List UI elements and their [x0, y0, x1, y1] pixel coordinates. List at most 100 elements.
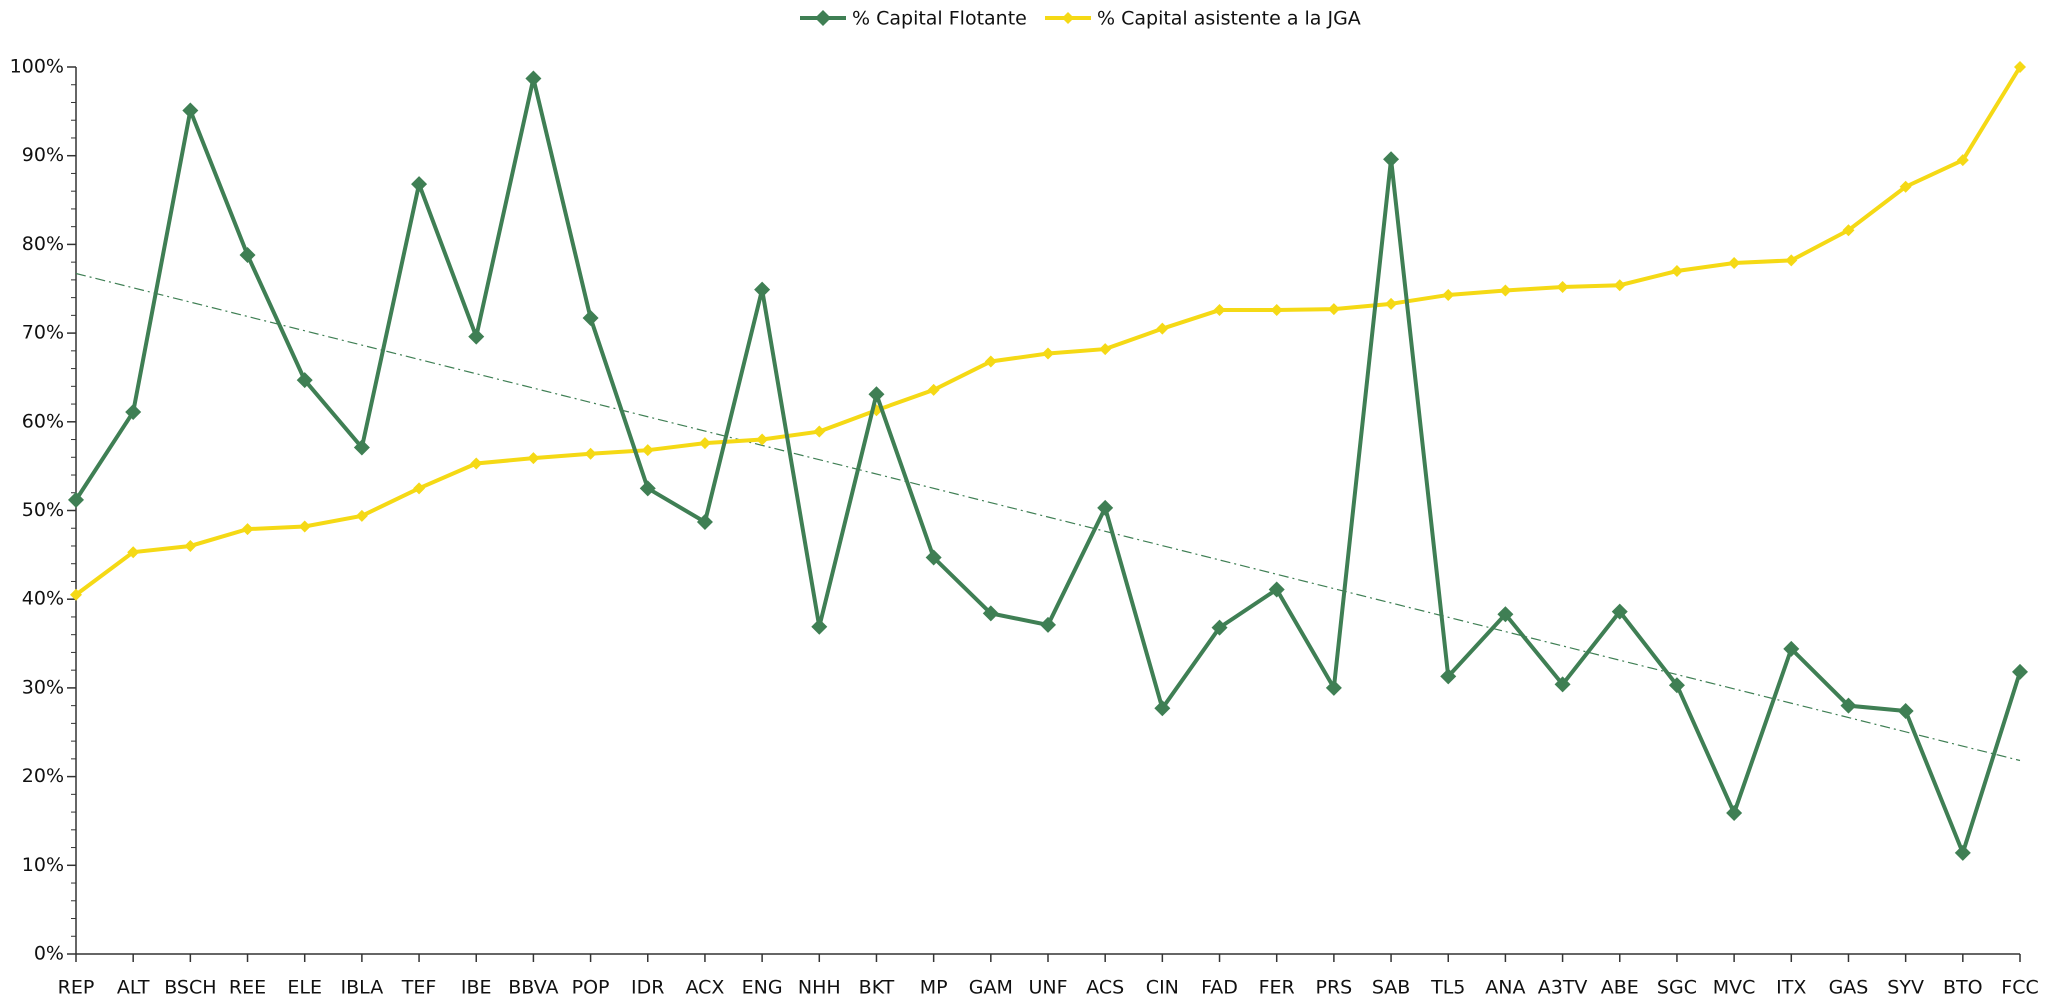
y-tick-label: 50% — [22, 499, 64, 521]
x-tick-label: BTO — [1943, 977, 1983, 997]
point — [1442, 288, 1455, 301]
point — [696, 514, 713, 531]
x-tick-label: SAB — [1372, 977, 1410, 997]
point — [984, 355, 997, 368]
point — [527, 452, 540, 465]
point — [868, 386, 885, 403]
y-tick-label: 100% — [10, 56, 64, 78]
point — [813, 425, 826, 438]
point — [1897, 702, 1914, 719]
legend-marker — [815, 10, 831, 26]
x-tick-label: BKT — [859, 977, 895, 997]
point — [1899, 180, 1912, 193]
point — [756, 433, 769, 446]
point — [1325, 679, 1342, 696]
x-tick-label: REP — [58, 977, 95, 997]
point — [470, 457, 483, 470]
point — [1497, 606, 1514, 623]
x-tick-label: IBE — [461, 977, 492, 997]
x-tick-label: IDR — [631, 977, 664, 997]
x-tick-label: ITX — [1776, 977, 1806, 997]
point — [1040, 616, 1056, 633]
x-tick-label: GAM — [969, 977, 1013, 997]
x-tick-label: GAS — [1829, 977, 1869, 997]
x-tick-label: BSCH — [164, 977, 216, 997]
y-tick-label: 0% — [34, 943, 64, 965]
point — [1440, 668, 1457, 685]
point — [525, 70, 542, 87]
point — [582, 310, 599, 327]
point — [1327, 303, 1340, 316]
x-tick-label: ELE — [287, 977, 322, 997]
point — [641, 444, 654, 457]
point — [1956, 154, 1969, 167]
point — [1211, 619, 1228, 636]
point — [1383, 151, 1400, 168]
point — [1097, 499, 1114, 516]
y-tick-label: 90% — [22, 144, 64, 166]
x-tick-label: SGC — [1657, 977, 1697, 997]
point — [1726, 804, 1743, 821]
x-tick-label: ALT — [117, 977, 150, 997]
point — [1042, 347, 1054, 360]
point — [1670, 265, 1683, 278]
point — [754, 281, 771, 298]
point — [811, 618, 828, 635]
point — [1785, 254, 1798, 267]
point — [1556, 280, 1569, 293]
x-tick-label: MVC — [1713, 977, 1756, 997]
x-tick-label: POP — [572, 977, 610, 997]
point — [1840, 697, 1857, 714]
point — [411, 176, 428, 193]
x-tick-label: PRS — [1316, 977, 1353, 997]
point — [1554, 676, 1571, 693]
point — [353, 439, 370, 456]
point — [698, 437, 711, 450]
x-tick-label: NHH — [798, 977, 841, 997]
point — [296, 372, 313, 389]
point — [1728, 257, 1741, 270]
point — [1842, 224, 1855, 237]
point — [1668, 677, 1685, 694]
point — [1783, 640, 1800, 657]
x-tick-label: A3TV — [1538, 977, 1588, 997]
y-tick-label: 30% — [22, 676, 64, 698]
point — [927, 383, 940, 396]
point — [1385, 297, 1398, 310]
point — [1213, 304, 1226, 317]
point — [298, 520, 311, 533]
x-tick-label: ACX — [685, 977, 724, 997]
x-tick-label: MP — [920, 977, 948, 997]
x-tick-label: FAD — [1201, 977, 1238, 997]
x-tick-label: IBLA — [341, 977, 384, 997]
point — [355, 509, 368, 522]
point — [184, 539, 197, 552]
point — [925, 549, 942, 566]
point — [2014, 61, 2026, 73]
y-tick-label: 80% — [22, 233, 64, 255]
point — [1156, 322, 1169, 335]
line-series — [74, 78, 2022, 859]
legend-label: % Capital Flotante — [852, 8, 1027, 30]
x-tick-label: UNF — [1028, 977, 1067, 997]
legend-label: % Capital asistente a la JGA — [1097, 8, 1361, 30]
y-tick-label: 70% — [22, 322, 64, 344]
x-tick-label: ACS — [1086, 977, 1124, 997]
point — [1154, 700, 1171, 717]
point — [1099, 343, 1112, 356]
point — [1499, 284, 1512, 297]
point — [125, 404, 142, 421]
x-tick-label: SYV — [1887, 977, 1924, 997]
trendline — [75, 272, 2021, 762]
x-tick-label: ANA — [1485, 977, 1525, 997]
point — [1611, 603, 1628, 620]
y-tick-label: 20% — [22, 765, 64, 787]
point — [2012, 663, 2028, 680]
point — [982, 605, 999, 622]
x-tick-label: FCC — [2001, 977, 2038, 997]
x-tick-label: TEF — [401, 977, 437, 997]
point — [127, 546, 140, 559]
x-tick-label: ENG — [742, 977, 783, 997]
point — [70, 588, 82, 601]
point — [1954, 844, 1971, 861]
